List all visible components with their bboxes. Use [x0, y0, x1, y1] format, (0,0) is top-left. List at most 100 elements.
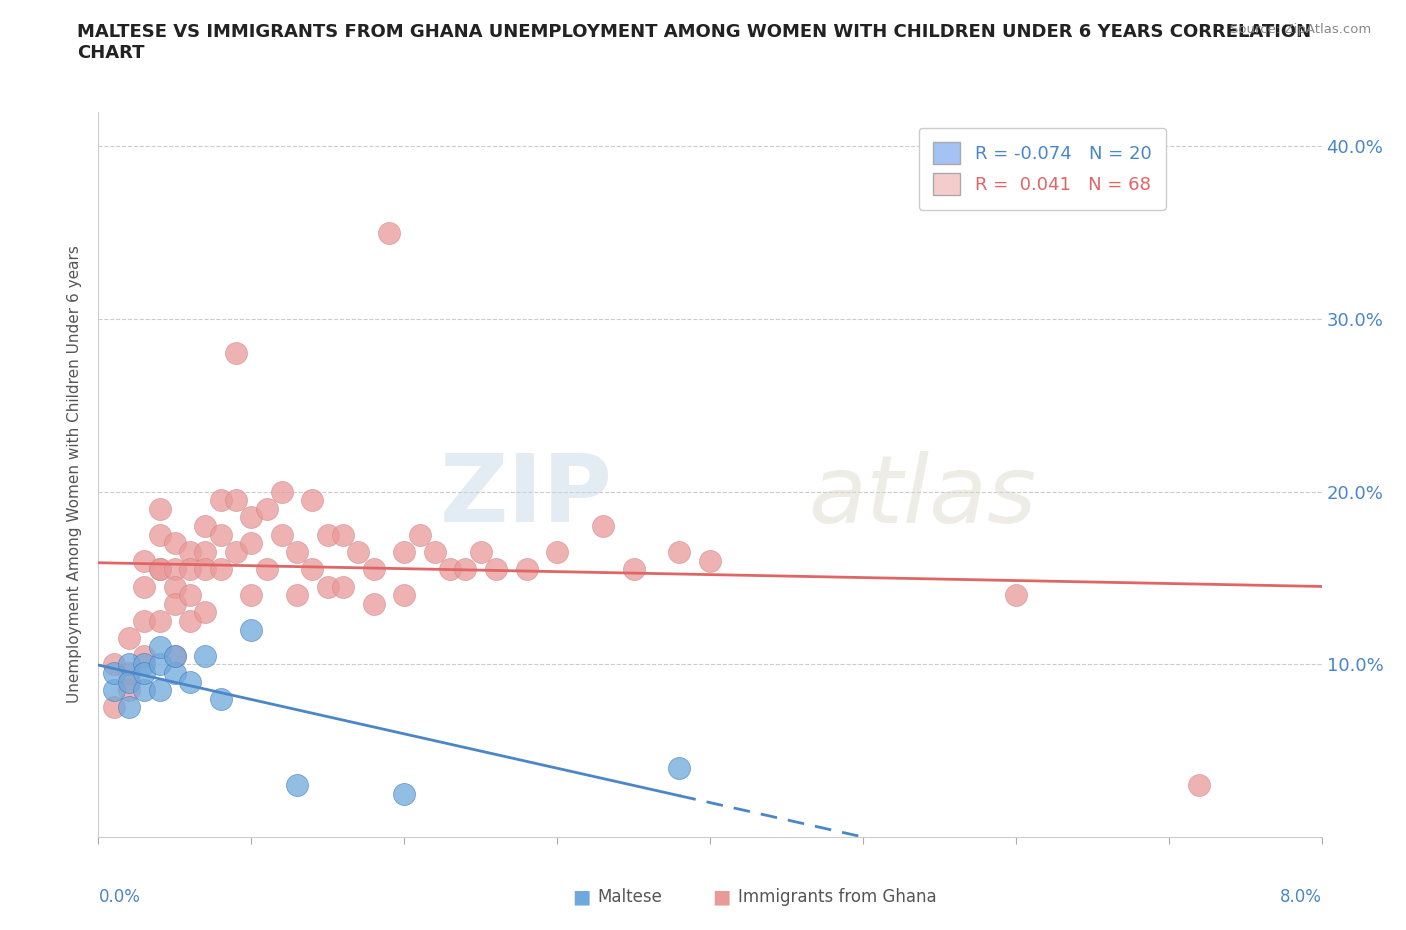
Text: atlas: atlas	[808, 450, 1036, 541]
Point	[332, 579, 354, 594]
Point	[240, 510, 263, 525]
Point	[546, 545, 568, 560]
Point	[454, 562, 477, 577]
Point	[470, 545, 492, 560]
Point	[163, 579, 186, 594]
Point	[118, 700, 141, 715]
Point	[301, 493, 323, 508]
Point	[392, 545, 416, 560]
Text: ■: ■	[713, 888, 731, 907]
Point	[270, 527, 294, 542]
Point	[134, 666, 156, 681]
Point	[408, 527, 430, 542]
Point	[134, 614, 156, 629]
Text: ZIP: ZIP	[439, 450, 612, 542]
Point	[134, 648, 156, 663]
Point	[240, 536, 263, 551]
Point	[301, 562, 323, 577]
Point	[316, 527, 339, 542]
Point	[668, 761, 690, 776]
Point	[163, 562, 186, 577]
Point	[179, 562, 201, 577]
Point	[194, 562, 217, 577]
Point	[699, 553, 721, 568]
Y-axis label: Unemployment Among Women with Children Under 6 years: Unemployment Among Women with Children U…	[67, 246, 83, 703]
Point	[134, 683, 156, 698]
Point	[118, 674, 141, 689]
Point	[149, 562, 172, 577]
Point	[179, 614, 201, 629]
Point	[209, 493, 232, 508]
Point	[392, 588, 416, 603]
Point	[163, 666, 186, 681]
Point	[392, 787, 416, 802]
Point	[225, 346, 247, 361]
Point	[363, 596, 385, 611]
Point	[118, 657, 141, 671]
Point	[149, 562, 172, 577]
Point	[485, 562, 508, 577]
Point	[194, 519, 217, 534]
Point	[285, 545, 308, 560]
Point	[163, 648, 186, 663]
Point	[209, 527, 232, 542]
Point	[1004, 588, 1026, 603]
Point	[270, 485, 294, 499]
Point	[623, 562, 645, 577]
Point	[1188, 777, 1211, 792]
Point	[194, 648, 217, 663]
Point	[103, 683, 125, 698]
Text: Source: ZipAtlas.com: Source: ZipAtlas.com	[1230, 23, 1371, 36]
Point	[149, 501, 172, 516]
Point	[163, 536, 186, 551]
Point	[285, 777, 308, 792]
Point	[103, 666, 125, 681]
Point	[209, 691, 232, 706]
Point	[363, 562, 385, 577]
Point	[134, 553, 156, 568]
Point	[439, 562, 461, 577]
Point	[179, 674, 201, 689]
Point	[240, 588, 263, 603]
Point	[118, 666, 141, 681]
Point	[516, 562, 538, 577]
Point	[256, 501, 278, 516]
Text: Immigrants from Ghana: Immigrants from Ghana	[738, 888, 936, 907]
Point	[668, 545, 690, 560]
Point	[118, 683, 141, 698]
Point	[347, 545, 370, 560]
Text: 0.0%: 0.0%	[98, 888, 141, 907]
Point	[194, 605, 217, 620]
Point	[103, 700, 125, 715]
Point	[118, 631, 141, 645]
Point	[225, 493, 247, 508]
Point	[134, 579, 156, 594]
Point	[149, 640, 172, 655]
Point	[179, 588, 201, 603]
Text: ■: ■	[572, 888, 591, 907]
Point	[149, 614, 172, 629]
Text: Maltese: Maltese	[598, 888, 662, 907]
Point	[592, 519, 614, 534]
Point	[240, 622, 263, 637]
Point	[179, 545, 201, 560]
Point	[285, 588, 308, 603]
Point	[149, 683, 172, 698]
Point	[256, 562, 278, 577]
Point	[378, 225, 401, 240]
Point	[423, 545, 446, 560]
Point	[163, 648, 186, 663]
Point	[134, 657, 156, 671]
Point	[149, 657, 172, 671]
Point	[209, 562, 232, 577]
Legend: R = -0.074   N = 20, R =  0.041   N = 68: R = -0.074 N = 20, R = 0.041 N = 68	[918, 128, 1166, 210]
Point	[194, 545, 217, 560]
Point	[332, 527, 354, 542]
Point	[149, 527, 172, 542]
Text: 8.0%: 8.0%	[1279, 888, 1322, 907]
Point	[316, 579, 339, 594]
Point	[225, 545, 247, 560]
Text: MALTESE VS IMMIGRANTS FROM GHANA UNEMPLOYMENT AMONG WOMEN WITH CHILDREN UNDER 6 : MALTESE VS IMMIGRANTS FROM GHANA UNEMPLO…	[77, 23, 1312, 62]
Point	[103, 657, 125, 671]
Point	[163, 596, 186, 611]
